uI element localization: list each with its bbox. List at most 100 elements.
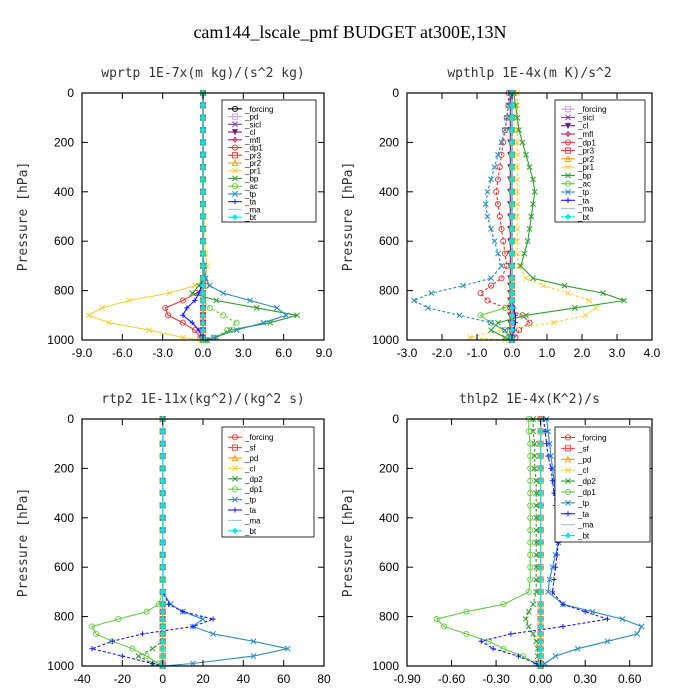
- data-point: [527, 440, 534, 447]
- data-point: [508, 262, 516, 269]
- y-tick-label: 200: [379, 135, 399, 149]
- legend-marker: [231, 486, 239, 493]
- plot-frame: [406, 92, 653, 341]
- data-point: [460, 282, 466, 289]
- data-point: [537, 453, 544, 460]
- data-point: [488, 327, 494, 334]
- legend-label: _bt: [244, 527, 257, 536]
- data-point: [159, 551, 166, 558]
- legend-marker: [564, 488, 572, 496]
- data-point: [260, 319, 267, 326]
- data-point: [508, 176, 516, 183]
- data-point: [93, 630, 100, 637]
- data-point: [149, 645, 156, 652]
- data-point: [551, 319, 557, 326]
- data-point: [537, 514, 544, 521]
- legend-marker: [564, 455, 572, 463]
- data-point: [199, 238, 207, 245]
- panel-title: thlp2 1E-4x(K^2)/s: [459, 392, 600, 407]
- panel-title: rtp2 1E-11x(kg^2)/(kg^2 s): [101, 392, 305, 407]
- data-point: [491, 238, 498, 245]
- data-point: [159, 564, 166, 571]
- data-point: [247, 297, 254, 304]
- legend-label: _cl: [577, 466, 588, 475]
- data-point: [508, 188, 516, 195]
- legend: _forcing _sf_pd_cl _dp2_dp1 _tp_ta_ma _bt: [221, 426, 315, 538]
- data-point: [561, 282, 568, 289]
- x-tick-label: 0: [159, 672, 166, 686]
- data-point: [533, 638, 540, 645]
- y-tick-label: 1000: [372, 333, 399, 347]
- legend-label: _pd: [244, 454, 258, 463]
- data-point: [456, 312, 463, 319]
- y-tick-label: 1000: [47, 659, 74, 673]
- legend-label: _pr2: [577, 155, 595, 164]
- data-point: [526, 225, 533, 232]
- data-point: [537, 653, 544, 660]
- data-point: [498, 275, 505, 282]
- y-axis-label: Pressure [hPa]: [341, 162, 356, 272]
- data-point: [565, 290, 571, 297]
- data-point: [199, 319, 207, 326]
- x-tick-label: 0.0: [195, 346, 212, 360]
- legend-marker: [231, 434, 239, 441]
- data-point: [502, 327, 508, 334]
- series-line: [435, 419, 541, 667]
- data-point: [508, 127, 516, 134]
- data-point: [524, 238, 531, 245]
- data-point: [523, 312, 529, 319]
- y-tick-label: 0: [392, 86, 399, 100]
- data-point: [199, 176, 207, 183]
- legend-label: _cl: [577, 122, 588, 131]
- data-point: [463, 630, 470, 637]
- data-point: [284, 645, 291, 652]
- legend-marker: [565, 511, 571, 517]
- data-point: [593, 304, 599, 311]
- data-point: [189, 290, 196, 297]
- data-point: [129, 645, 136, 652]
- data-point: [283, 312, 290, 319]
- legend-marker: [565, 189, 571, 195]
- data-point: [501, 127, 509, 134]
- legend-marker: [231, 105, 239, 112]
- data-point: [490, 646, 496, 652]
- data-point: [496, 164, 503, 171]
- data-point: [498, 151, 505, 158]
- data-point: [508, 312, 516, 319]
- data-point: [493, 188, 500, 195]
- x-tick-label: 0.00: [529, 672, 553, 686]
- legend-label: _ma: [577, 521, 594, 530]
- data-point: [467, 334, 473, 341]
- data-point: [501, 327, 509, 334]
- data-point: [508, 304, 516, 311]
- legend-label: _dp1: [577, 488, 596, 497]
- data-point: [139, 631, 146, 637]
- legend-marker: [232, 475, 238, 482]
- series-line: [164, 93, 207, 341]
- data-point: [549, 589, 556, 595]
- legend-marker: [565, 467, 571, 474]
- data-point: [491, 164, 498, 171]
- data-point: [537, 576, 544, 583]
- data-point: [159, 453, 166, 460]
- series-tp: [411, 90, 515, 343]
- data-point: [521, 250, 528, 257]
- y-tick-label: 800: [379, 284, 399, 298]
- data-point: [537, 490, 544, 497]
- data-point: [508, 164, 516, 171]
- legend-label: _ac: [244, 182, 258, 191]
- data-point: [159, 638, 166, 645]
- data-point: [199, 225, 207, 232]
- panel-3: rtp2 1E-11x(kg^2)/(kg^2 s) Pressure [hPa]…: [16, 392, 331, 686]
- data-point: [508, 290, 516, 297]
- data-point: [523, 275, 529, 282]
- data-point: [159, 653, 166, 660]
- data-point: [159, 490, 166, 497]
- data-point: [525, 428, 532, 435]
- data-point: [484, 297, 491, 304]
- data-point: [508, 139, 516, 146]
- data-point: [582, 609, 588, 615]
- series-dp1: [433, 415, 544, 670]
- data-point: [199, 250, 207, 257]
- legend-label: _dp1: [577, 138, 596, 147]
